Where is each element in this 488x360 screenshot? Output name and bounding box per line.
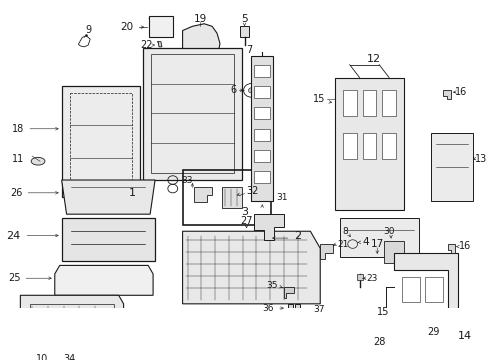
Text: 36: 36	[262, 303, 273, 312]
Text: 31: 31	[275, 193, 287, 202]
Polygon shape	[61, 180, 155, 214]
Polygon shape	[149, 16, 172, 37]
Bar	[287, 304, 292, 323]
Bar	[342, 90, 356, 116]
Bar	[254, 65, 269, 77]
Text: 28: 28	[372, 337, 385, 347]
Text: 1: 1	[128, 188, 135, 198]
Text: 14: 14	[457, 331, 471, 341]
Bar	[254, 107, 269, 120]
Text: 21: 21	[336, 239, 347, 248]
Text: 29: 29	[426, 327, 439, 337]
Bar	[339, 219, 418, 257]
Bar	[430, 133, 472, 201]
Ellipse shape	[31, 157, 45, 165]
Text: 10: 10	[36, 354, 48, 360]
Text: 25: 25	[8, 273, 20, 283]
Text: 22: 22	[141, 40, 153, 50]
Polygon shape	[320, 244, 332, 258]
Text: 6: 6	[230, 85, 236, 95]
Text: 5: 5	[241, 14, 247, 24]
Text: 30: 30	[383, 227, 394, 236]
Text: 18: 18	[12, 124, 24, 134]
Polygon shape	[334, 77, 403, 210]
Polygon shape	[182, 231, 320, 304]
Text: 34: 34	[63, 354, 76, 360]
Bar	[254, 150, 269, 162]
Bar	[254, 129, 269, 141]
Polygon shape	[222, 187, 241, 208]
Text: 20: 20	[120, 22, 133, 32]
Bar	[362, 133, 375, 159]
Text: 15: 15	[376, 307, 388, 318]
Polygon shape	[447, 244, 454, 253]
Bar	[254, 86, 269, 98]
Polygon shape	[194, 187, 212, 202]
Text: 12: 12	[366, 54, 381, 64]
Polygon shape	[350, 238, 358, 245]
Bar	[294, 304, 299, 323]
Polygon shape	[143, 48, 241, 180]
Polygon shape	[55, 265, 153, 295]
Text: 11: 11	[12, 154, 24, 164]
Polygon shape	[256, 59, 267, 71]
Polygon shape	[182, 24, 220, 73]
Text: 32: 32	[246, 186, 258, 196]
Text: 9: 9	[85, 25, 91, 35]
Polygon shape	[251, 56, 272, 201]
Text: 16: 16	[458, 241, 470, 251]
Polygon shape	[254, 214, 283, 240]
Text: 7: 7	[245, 45, 252, 55]
Polygon shape	[158, 42, 162, 47]
Text: 23: 23	[366, 274, 377, 283]
Polygon shape	[283, 287, 293, 298]
Text: 16: 16	[454, 87, 466, 97]
Bar	[69, 93, 132, 190]
Bar	[342, 133, 356, 159]
Bar	[384, 242, 403, 263]
Bar	[254, 171, 269, 184]
Polygon shape	[442, 90, 450, 99]
Bar	[30, 304, 114, 338]
Text: 2: 2	[293, 230, 300, 240]
Bar	[382, 90, 395, 116]
Text: 17: 17	[370, 239, 383, 249]
Polygon shape	[61, 219, 155, 261]
Polygon shape	[61, 86, 140, 197]
Text: 27: 27	[240, 216, 252, 226]
Polygon shape	[371, 308, 386, 334]
Polygon shape	[411, 308, 425, 332]
Bar	[425, 276, 442, 302]
Bar	[151, 54, 233, 173]
Text: 15: 15	[312, 94, 325, 104]
Text: 33: 33	[181, 176, 193, 185]
Text: 19: 19	[193, 14, 206, 24]
Bar	[382, 133, 395, 159]
Text: 26: 26	[10, 188, 22, 198]
Bar	[182, 170, 270, 225]
Bar	[362, 90, 375, 116]
Text: 35: 35	[266, 280, 277, 289]
Text: 3: 3	[241, 207, 247, 217]
Circle shape	[248, 88, 254, 93]
Polygon shape	[393, 253, 457, 321]
Polygon shape	[356, 274, 362, 280]
Text: 37: 37	[313, 305, 324, 314]
Text: 4: 4	[362, 237, 368, 247]
Bar	[401, 276, 419, 302]
Text: 8: 8	[341, 227, 347, 236]
Text: 13: 13	[474, 154, 486, 164]
Polygon shape	[20, 295, 123, 347]
Polygon shape	[239, 26, 249, 37]
Text: 24: 24	[6, 230, 20, 240]
